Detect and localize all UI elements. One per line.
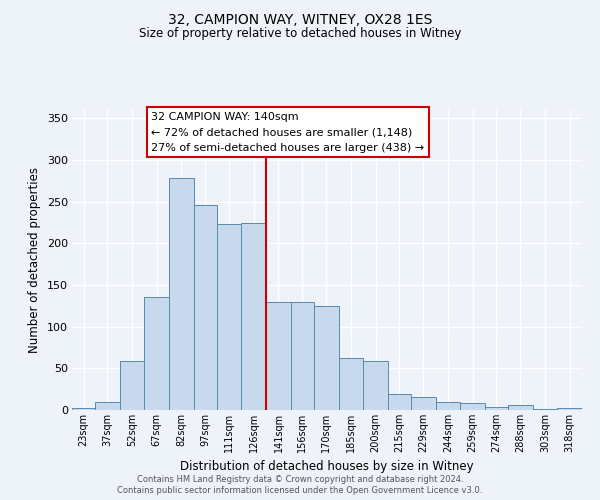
Bar <box>194 205 217 410</box>
Bar <box>217 224 241 410</box>
Bar <box>363 361 388 410</box>
Bar <box>72 408 95 410</box>
Bar <box>388 394 411 410</box>
Bar <box>485 406 508 410</box>
Bar <box>508 405 533 410</box>
Text: Contains HM Land Registry data © Crown copyright and database right 2024.: Contains HM Land Registry data © Crown c… <box>137 475 463 484</box>
Bar <box>557 408 582 410</box>
Bar <box>241 222 266 410</box>
Y-axis label: Number of detached properties: Number of detached properties <box>28 167 41 353</box>
Text: 32 CAMPION WAY: 140sqm
← 72% of detached houses are smaller (1,148)
27% of semi-: 32 CAMPION WAY: 140sqm ← 72% of detached… <box>151 112 424 152</box>
Bar <box>533 409 557 410</box>
Bar <box>120 361 145 410</box>
Bar <box>169 178 194 410</box>
Bar <box>314 306 338 410</box>
Bar <box>411 396 436 410</box>
X-axis label: Distribution of detached houses by size in Witney: Distribution of detached houses by size … <box>180 460 474 473</box>
Text: Contains public sector information licensed under the Open Government Licence v3: Contains public sector information licen… <box>118 486 482 495</box>
Bar <box>338 358 363 410</box>
Text: Size of property relative to detached houses in Witney: Size of property relative to detached ho… <box>139 28 461 40</box>
Bar <box>95 402 120 410</box>
Bar <box>460 402 485 410</box>
Bar <box>436 402 460 410</box>
Bar <box>266 302 291 410</box>
Bar <box>291 302 314 410</box>
Text: 32, CAMPION WAY, WITNEY, OX28 1ES: 32, CAMPION WAY, WITNEY, OX28 1ES <box>168 12 432 26</box>
Bar <box>145 296 169 410</box>
